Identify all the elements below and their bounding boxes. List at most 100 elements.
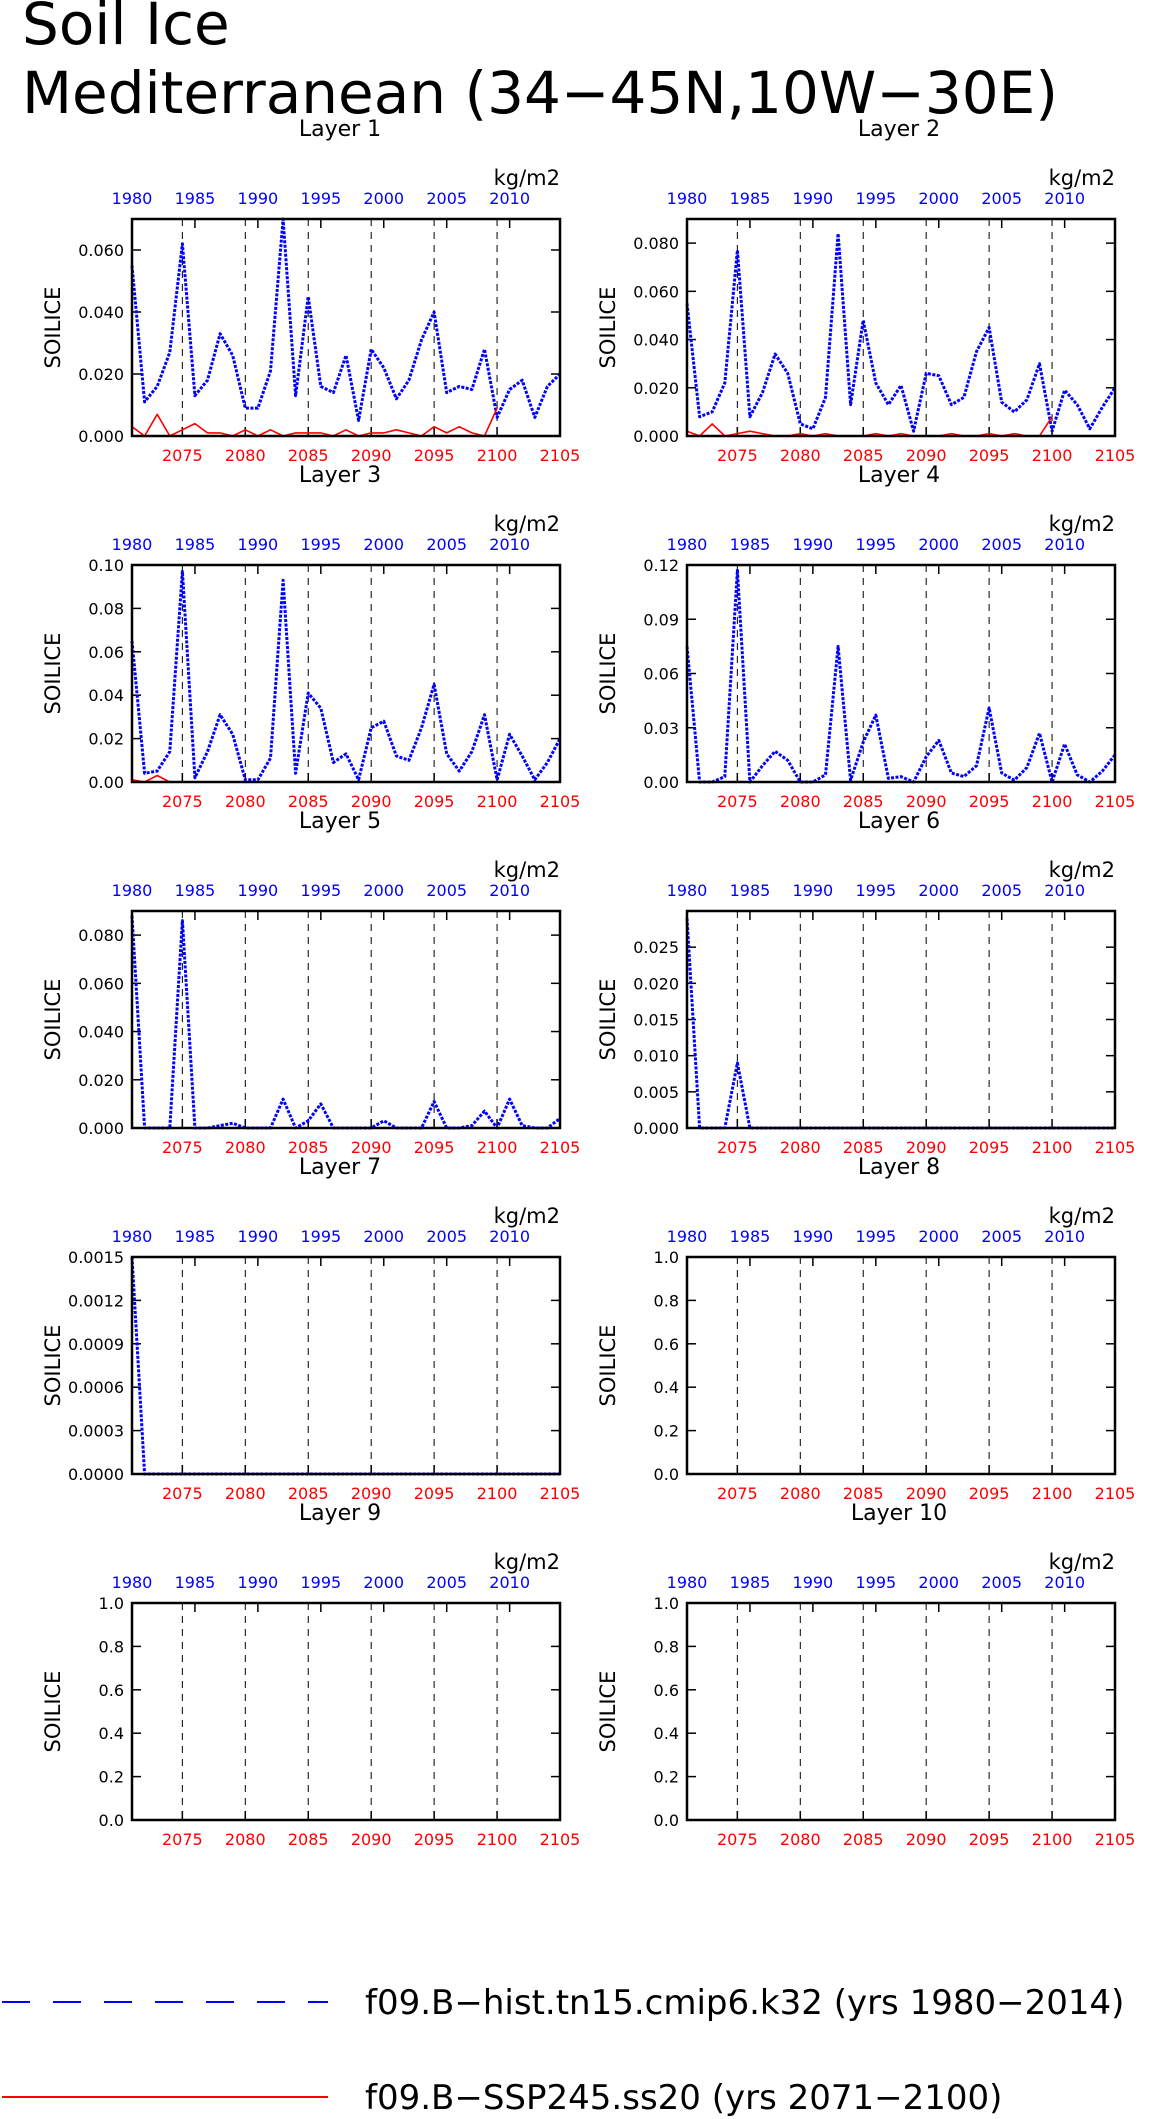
y-tick-label: 0.8 (654, 1637, 679, 1656)
x-bottom-tick-label: 2090 (351, 446, 392, 465)
x-bottom-tick-label: 2090 (351, 1484, 392, 1503)
y-axis-label: SOILICE (596, 1671, 620, 1753)
figure-title-line1: Soil Ice (22, 0, 230, 58)
panel-title: Layer 4 (858, 463, 940, 488)
x-top-tick-label: 1995 (855, 1227, 896, 1246)
x-top-tick-label: 1985 (175, 1573, 216, 1592)
x-top-tick-label: 2010 (1044, 1573, 1085, 1592)
x-bottom-tick-label: 2095 (969, 446, 1010, 465)
x-bottom-tick-label: 2090 (351, 1138, 392, 1157)
y-tick-label: 0.0 (99, 1811, 124, 1830)
x-top-tick-label: 1990 (793, 535, 834, 554)
panel-title: Layer 6 (858, 809, 940, 834)
y-tick-label: 0.060 (633, 282, 679, 301)
y-tick-label: 0.005 (633, 1083, 679, 1102)
y-tick-label: 0.0000 (68, 1465, 124, 1484)
x-bottom-tick-label: 2100 (477, 1138, 518, 1157)
x-bottom-tick-label: 2100 (1032, 1830, 1073, 1849)
x-bottom-tick-label: 2075 (162, 446, 203, 465)
x-bottom-tick-label: 2095 (414, 1138, 455, 1157)
x-bottom-tick-label: 2100 (1032, 1138, 1073, 1157)
units-label: kg/m2 (1049, 858, 1115, 882)
y-tick-label: 0.2 (654, 1768, 679, 1787)
x-top-tick-label: 1990 (238, 1573, 279, 1592)
x-top-tick-label: 2005 (981, 189, 1022, 208)
panel-grid: Layer 1 kg/m2 SOILICE 0.000 0.020 0.040 0.060 2… (41, 117, 1135, 1849)
plot-frame (130, 563, 562, 784)
x-top-tick-label: 2005 (981, 535, 1022, 554)
x-top-tick-label: 1985 (175, 189, 216, 208)
x-top-tick-label: 1980 (112, 881, 153, 900)
y-tick-label: 0.040 (78, 1023, 124, 1042)
y-tick-label: 0.0 (654, 1811, 679, 1830)
x-bottom-tick-label: 2090 (906, 792, 947, 811)
x-bottom-tick-label: 2105 (540, 446, 581, 465)
y-tick-label: 0.00 (88, 773, 124, 792)
y-tick-label: 0.03 (643, 719, 679, 738)
units-label: kg/m2 (494, 1204, 560, 1228)
y-tick-label: 0.02 (88, 730, 124, 749)
plot-frame (685, 1601, 1117, 1822)
x-top-tick-label: 2000 (918, 881, 959, 900)
y-tick-label: 0.4 (99, 1724, 124, 1743)
legend: f09.B−hist.tn15.cmip6.k32 (yrs 1980−2014… (2, 1983, 1124, 2118)
figure-title-line2: Mediterranean (34−45N,10W−30E) (22, 59, 1058, 127)
x-top-tick-label: 1995 (855, 1573, 896, 1592)
x-top-tick-label: 1990 (793, 189, 834, 208)
x-top-tick-label: 2000 (918, 1227, 959, 1246)
x-bottom-tick-label: 2095 (414, 1830, 455, 1849)
x-bottom-tick-label: 2075 (717, 1484, 758, 1503)
panel-layer-7: Layer 7 kg/m2 SOILICE 0.0000 0.0003 0.0006 0.0… (41, 1155, 580, 1503)
panel-title: Layer 5 (299, 809, 381, 834)
x-top-tick-label: 1995 (300, 881, 341, 900)
y-axis-label: SOILICE (41, 633, 65, 715)
x-top-tick-label: 2010 (489, 189, 530, 208)
x-bottom-tick-label: 2100 (1032, 792, 1073, 811)
series-line-hist (685, 232, 1117, 433)
panel-layer-6: Layer 6 kg/m2 SOILICE 0.000 0.005 0.010 0.015 0… (596, 809, 1135, 1157)
y-tick-label: 0.0015 (68, 1248, 124, 1267)
x-bottom-tick-label: 2085 (843, 1830, 884, 1849)
legend-ssp-label: f09.B−SSP245.ss20 (yrs 2071−2100) (365, 2078, 1002, 2118)
series-line-hist (130, 570, 562, 782)
x-top-tick-label: 1980 (667, 535, 708, 554)
x-bottom-tick-label: 2085 (288, 1138, 329, 1157)
y-axis-label: SOILICE (596, 633, 620, 715)
y-tick-label: 0.8 (654, 1291, 679, 1310)
y-tick-label: 0.025 (633, 938, 679, 957)
x-bottom-tick-label: 2090 (351, 1830, 392, 1849)
y-tick-label: 0.12 (643, 556, 679, 575)
units-label: kg/m2 (1049, 166, 1115, 190)
x-top-tick-label: 1980 (112, 535, 153, 554)
x-top-tick-label: 1990 (238, 535, 279, 554)
x-bottom-tick-label: 2090 (906, 1830, 947, 1849)
y-axis-label: SOILICE (41, 287, 65, 369)
x-top-tick-label: 1980 (667, 1227, 708, 1246)
y-tick-label: 0.015 (633, 1011, 679, 1030)
x-bottom-tick-label: 2090 (906, 446, 947, 465)
units-label: kg/m2 (1049, 1550, 1115, 1574)
x-top-tick-label: 1990 (793, 881, 834, 900)
plot-frame (130, 217, 562, 438)
x-top-tick-label: 1990 (793, 1573, 834, 1592)
panel-layer-10: Layer 10 kg/m2 SOILICE 0.0 0.2 0.4 0.6 0.8 1.0 20… (596, 1501, 1135, 1849)
y-tick-label: 1.0 (654, 1594, 679, 1613)
x-bottom-tick-label: 2075 (717, 1830, 758, 1849)
y-tick-label: 0.040 (78, 303, 124, 322)
x-bottom-tick-label: 2095 (969, 1484, 1010, 1503)
y-tick-label: 0.06 (643, 665, 679, 684)
y-tick-label: 0.000 (633, 427, 679, 446)
x-top-tick-label: 2010 (1044, 535, 1085, 554)
x-top-tick-label: 1985 (730, 1227, 771, 1246)
panel-title: Layer 10 (851, 1501, 947, 1526)
x-top-tick-label: 2005 (426, 189, 467, 208)
y-tick-label: 0.020 (633, 379, 679, 398)
y-tick-label: 0.6 (654, 1335, 679, 1354)
x-top-tick-label: 1980 (667, 881, 708, 900)
y-tick-label: 0.060 (78, 241, 124, 260)
plot-frame (685, 1255, 1117, 1476)
x-top-tick-label: 1980 (667, 1573, 708, 1592)
y-tick-label: 0.6 (654, 1681, 679, 1700)
y-tick-label: 0.09 (643, 610, 679, 629)
